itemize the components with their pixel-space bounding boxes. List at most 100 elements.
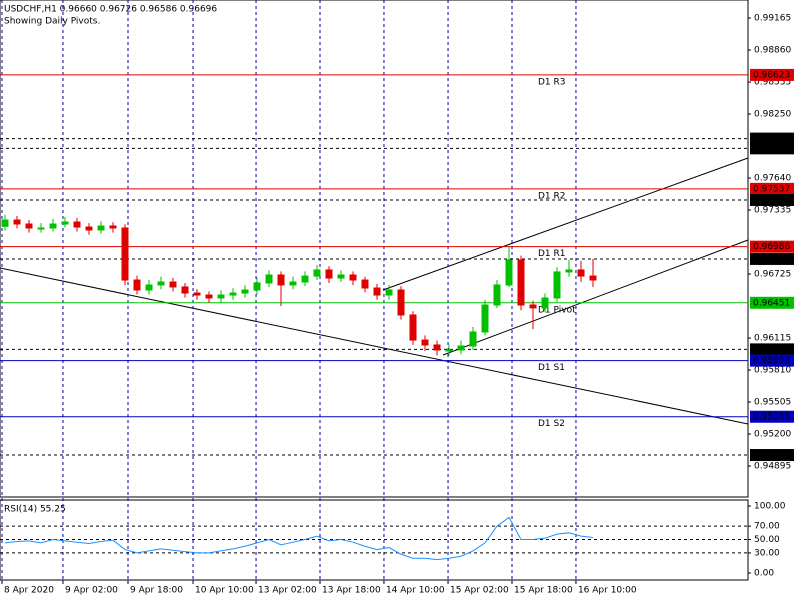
rsi-tick-label: 70.00 <box>754 522 780 532</box>
chart-title: USDCHF,H1 0.96660 0.96726 0.96586 0.9669… <box>4 5 217 15</box>
x-tick-label: 9 Apr 18:00 <box>130 586 183 596</box>
level-box <box>750 354 794 367</box>
y-tick-label: 0.96725 <box>754 270 791 280</box>
candle-body <box>421 339 429 346</box>
candle-body <box>517 259 525 306</box>
x-tick-label: 8 Apr 2020 <box>4 586 54 596</box>
level-name: D1 S1 <box>538 363 565 373</box>
candle-body <box>13 219 21 225</box>
rsi-tick-label: 50.00 <box>754 535 780 545</box>
level-box <box>750 252 794 265</box>
level-label: 0.96869 <box>753 254 790 264</box>
level-name: D1 R3 <box>538 77 566 87</box>
candle-body <box>589 275 597 281</box>
candle-body <box>541 297 549 309</box>
candle-body <box>37 227 45 230</box>
candle-body <box>49 223 57 229</box>
candle-body <box>385 289 393 296</box>
level-box <box>750 142 794 155</box>
y-tick-label: 0.99165 <box>754 14 791 24</box>
candle-body <box>361 279 369 289</box>
level-box <box>750 296 794 309</box>
y-tick-label: 0.98555 <box>754 78 791 88</box>
candle-body <box>181 286 189 294</box>
candle-body <box>457 345 465 351</box>
x-tick-label: 13 Apr 18:00 <box>322 586 381 596</box>
x-tick-label: 15 Apr 02:00 <box>450 586 509 596</box>
candle-body <box>193 292 201 296</box>
x-tick-label: 15 Apr 18:00 <box>514 586 573 596</box>
candle-body <box>133 279 141 291</box>
candle-body <box>265 274 273 284</box>
rsi-title: RSI(14) 55.25 <box>4 505 66 515</box>
trend-line <box>0 267 749 425</box>
x-tick-label: 14 Apr 10:00 <box>386 586 445 596</box>
level-label: 0.98623 <box>753 70 790 80</box>
candle-body <box>505 259 513 286</box>
level-box <box>750 410 794 423</box>
candle-body <box>1 219 9 227</box>
candle-body <box>61 221 69 225</box>
candle-body <box>277 274 285 286</box>
level-name: D1 R2 <box>538 191 566 201</box>
level-label: 0.96007 <box>753 345 790 355</box>
level-label: 0.97431 <box>753 195 790 205</box>
candle-body <box>349 274 357 281</box>
candle-body <box>493 284 501 306</box>
x-tick-label: 13 Apr 02:00 <box>258 586 317 596</box>
level-label: 0.96986 <box>753 242 790 252</box>
candle-body <box>301 275 309 283</box>
candle-body <box>469 331 477 347</box>
candle-body <box>157 281 165 286</box>
level-label: 0.95000 <box>753 451 790 461</box>
y-tick-label: 0.96115 <box>754 334 791 344</box>
candle-body <box>373 287 381 296</box>
level-box <box>750 132 794 145</box>
level-label: 0.97537 <box>753 184 790 194</box>
rsi-line <box>4 516 594 561</box>
level-box <box>750 193 794 206</box>
x-tick-label: 9 Apr 02:00 <box>65 586 118 596</box>
x-tick-label: 16 Apr 10:00 <box>578 586 637 596</box>
rsi-tick-label: 100.00 <box>754 502 786 512</box>
level-label: 0.95900 <box>753 356 790 366</box>
y-tick-label: 0.97335 <box>754 206 791 216</box>
y-tick-label: 0.98860 <box>754 46 791 56</box>
channel-upper <box>382 157 749 291</box>
x-tick-label: 10 Apr 10:00 <box>195 586 254 596</box>
level-label: 0.97923 <box>753 144 790 154</box>
candle-body <box>481 304 489 333</box>
candle-body <box>85 226 93 231</box>
candle-body <box>565 269 573 273</box>
y-tick-label: 0.95505 <box>754 398 791 408</box>
level-box <box>750 182 794 195</box>
candle-body <box>217 294 225 299</box>
candle-body <box>169 281 177 288</box>
candle-body <box>445 349 453 352</box>
level-box <box>750 240 794 253</box>
chart-subtitle: Showing Daily Pivots. <box>4 17 100 27</box>
rsi-tick-label: 0.00 <box>754 569 774 579</box>
level-name: D1 Pivot <box>538 305 576 315</box>
candle-body <box>409 314 417 341</box>
candle-body <box>109 225 117 229</box>
level-name: D1 S2 <box>538 419 565 429</box>
candle-body <box>313 269 321 277</box>
candle-body <box>145 284 153 291</box>
candle-body <box>433 344 441 351</box>
candle-body <box>25 223 33 229</box>
candle-body <box>337 274 345 279</box>
level-label: 0.98016 <box>753 134 790 144</box>
y-tick-label: 0.95810 <box>754 366 791 376</box>
candle-body <box>241 289 249 294</box>
level-box <box>750 343 794 356</box>
level-label: 0.96451 <box>753 298 790 308</box>
level-label: 0.95365 <box>753 412 790 422</box>
level-name: D1 R1 <box>538 249 566 259</box>
candle-body <box>229 292 237 296</box>
y-tick-label: 0.97640 <box>754 174 791 184</box>
candle-body <box>73 221 81 228</box>
candle-body <box>205 294 213 299</box>
